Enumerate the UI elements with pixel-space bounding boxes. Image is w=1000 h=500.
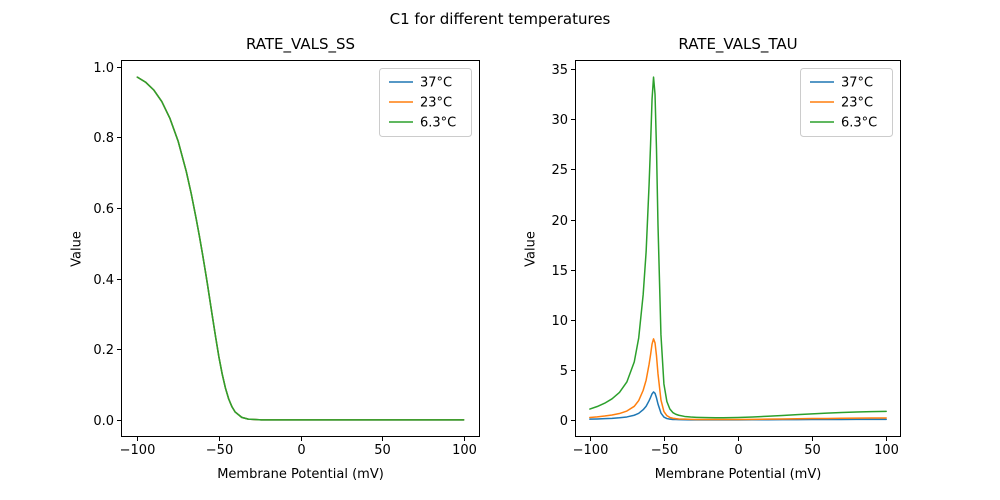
legend-label: 23°C bbox=[420, 96, 452, 111]
y-tick-label: 0.4 bbox=[93, 273, 114, 288]
subplot-tau-plot-area: −100 −50 0 50 100 0 5 10 15 20 25 30 35 37°C 23°C 6.3°C bbox=[551, 60, 901, 458]
subplot-tau-ylabel: Value bbox=[523, 230, 539, 267]
axes-frame bbox=[575, 60, 901, 437]
x-tick-label: −100 bbox=[120, 443, 156, 458]
y-tick-label: 1.0 bbox=[93, 61, 114, 76]
x-tick-label: 100 bbox=[452, 443, 477, 458]
legend-label: 6.3°C bbox=[420, 116, 456, 131]
series-line-6.3°C bbox=[589, 76, 887, 419]
axes-frame bbox=[121, 60, 480, 437]
y-tick-label: 5 bbox=[560, 364, 568, 379]
legend-box bbox=[800, 68, 893, 137]
subplot-rate-vals-tau: RATE_VALS_TAU Value −100 −50 0 50 100 0 5 10 15 2… bbox=[524, 35, 901, 482]
x-tick-label: 100 bbox=[874, 443, 899, 458]
y-tick-label: 0 bbox=[560, 414, 568, 429]
y-tick-label: 15 bbox=[551, 264, 568, 279]
subplot-ss-title: RATE_VALS_SS bbox=[245, 35, 356, 53]
y-tick-label: 10 bbox=[551, 314, 568, 329]
y-tick-label: 35 bbox=[551, 63, 568, 78]
subplot-tau-xlabel: Membrane Potential (mV) bbox=[654, 467, 822, 482]
legend-label: 6.3°C bbox=[841, 116, 877, 131]
y-tick-label: 0.2 bbox=[93, 343, 114, 358]
x-tick-label: −50 bbox=[651, 443, 678, 458]
legend-label: 37°C bbox=[841, 76, 873, 91]
y-tick-label: 20 bbox=[551, 214, 568, 229]
legend-label: 37°C bbox=[420, 76, 452, 91]
subplot-ss-xlabel: Membrane Potential (mV) bbox=[217, 467, 384, 482]
y-tick-label: 30 bbox=[551, 113, 568, 128]
legend-box bbox=[379, 68, 472, 137]
figure-title: C1 for different temperatures bbox=[389, 10, 611, 28]
subplot-tau-title: RATE_VALS_TAU bbox=[678, 35, 798, 53]
y-tick-label: 0.8 bbox=[93, 131, 114, 146]
x-tick-label: 0 bbox=[734, 443, 742, 458]
x-tick-label: 50 bbox=[374, 443, 391, 458]
y-tick-label: 0.0 bbox=[93, 414, 114, 429]
subplot-ss-ylabel: Value bbox=[69, 230, 85, 267]
y-tick-label: 0.6 bbox=[93, 202, 114, 217]
series-line-23°C bbox=[589, 338, 887, 421]
y-tick-label: 25 bbox=[551, 163, 568, 178]
subplot-ss-plot-area: −100 −50 0 50 100 0.0 0.2 0.4 0.6 0.8 1.0 37°C 23°C 6… bbox=[93, 60, 480, 458]
subplot-rate-vals-ss: RATE_VALS_SS Value −100 −50 0 50 100 0.0 0.2 0.… bbox=[70, 35, 480, 482]
x-tick-label: 50 bbox=[804, 443, 821, 458]
series-line-6.3°C bbox=[136, 76, 465, 421]
x-tick-label: 0 bbox=[297, 443, 305, 458]
legend-label: 23°C bbox=[841, 96, 873, 111]
x-tick-label: −100 bbox=[573, 443, 609, 458]
x-tick-label: −50 bbox=[206, 443, 233, 458]
